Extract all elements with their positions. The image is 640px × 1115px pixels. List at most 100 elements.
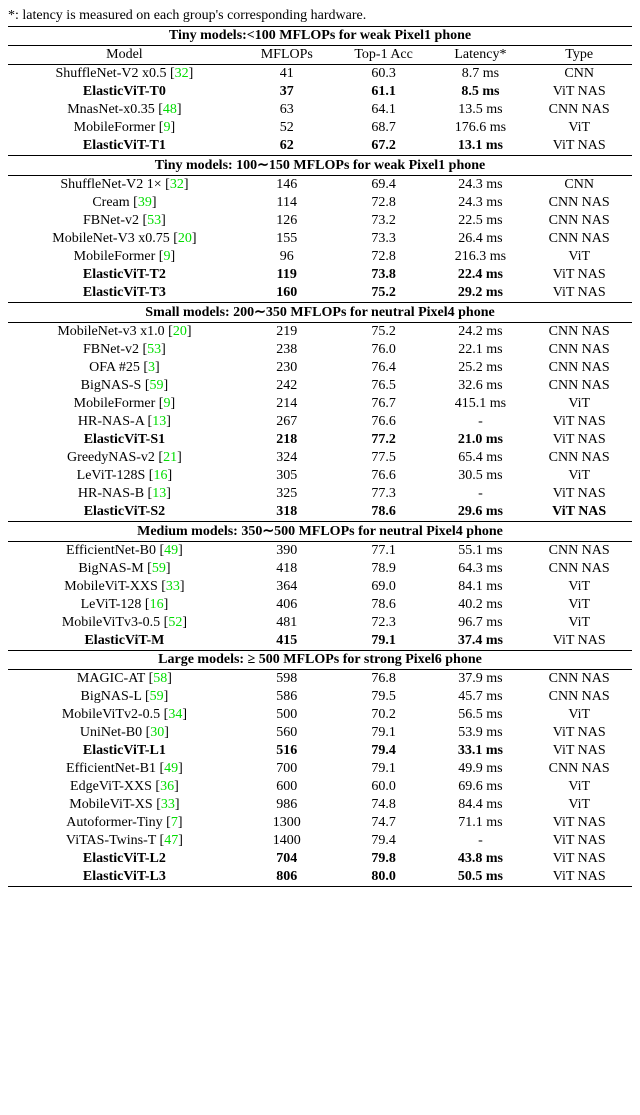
citation-link[interactable]: 33 (161, 797, 175, 812)
top1-acc: 67.2 (333, 137, 435, 156)
citation-link[interactable]: 32 (175, 66, 189, 81)
table-row: MobileViT-XXS [33]36469.084.1 msViT (8, 578, 632, 596)
mflops: 324 (241, 449, 333, 467)
model-name: FBNet-v2 [53] (8, 341, 241, 359)
table-row: ShuffleNet-V2 1× [32]14669.424.3 msCNN (8, 176, 632, 195)
citation-link[interactable]: 3 (148, 360, 155, 375)
mflops: 62 (241, 137, 333, 156)
table-row: BigNAS-S [59]24276.532.6 msCNN NAS (8, 377, 632, 395)
citation-link[interactable]: 59 (150, 689, 164, 704)
mflops: 415 (241, 632, 333, 651)
latency: - (434, 832, 526, 850)
citation-link[interactable]: 59 (150, 378, 164, 393)
citation-link[interactable]: 53 (147, 342, 161, 357)
citation-link[interactable]: 7 (171, 815, 178, 830)
column-header: Type (526, 46, 632, 65)
latency: 45.7 ms (434, 688, 526, 706)
model-name: Autoformer-Tiny [7] (8, 814, 241, 832)
type: ViT NAS (526, 832, 632, 850)
citation-link[interactable]: 9 (163, 249, 170, 264)
mflops: 500 (241, 706, 333, 724)
citation-link[interactable]: 52 (168, 615, 182, 630)
model-name: LeViT-128S [16] (8, 467, 241, 485)
type: ViT (526, 578, 632, 596)
citation-link[interactable]: 30 (150, 725, 164, 740)
top1-acc: 69.0 (333, 578, 435, 596)
model-name: ShuffleNet-V2 1× [32] (8, 176, 241, 195)
mflops: 238 (241, 341, 333, 359)
citation-link[interactable]: 58 (153, 671, 167, 686)
model-name: MobileFormer [9] (8, 395, 241, 413)
model-name: MAGIC-AT [58] (8, 670, 241, 689)
citation-link[interactable]: 32 (170, 177, 184, 192)
latency: 22.1 ms (434, 341, 526, 359)
type: ViT NAS (526, 632, 632, 651)
top1-acc: 76.5 (333, 377, 435, 395)
citation-link[interactable]: 59 (152, 561, 166, 576)
table-row: Autoformer-Tiny [7]130074.771.1 msViT NA… (8, 814, 632, 832)
model-name: ShuffleNet-V2 x0.5 [32] (8, 65, 241, 84)
model-name: OFA #25 [3] (8, 359, 241, 377)
table-row: ElasticViT-L380680.050.5 msViT NAS (8, 868, 632, 887)
latency: 96.7 ms (434, 614, 526, 632)
type: CNN NAS (526, 542, 632, 561)
table-row: MobileFormer [9]5268.7176.6 msViT (8, 119, 632, 137)
citation-link[interactable]: 13 (152, 486, 166, 501)
table-row: ElasticViT-T211973.822.4 msViT NAS (8, 266, 632, 284)
citation-link[interactable]: 34 (168, 707, 182, 722)
top1-acc: 76.6 (333, 413, 435, 431)
latency: 22.5 ms (434, 212, 526, 230)
mflops: 481 (241, 614, 333, 632)
citation-link[interactable]: 16 (153, 468, 167, 483)
column-header: Top-1 Acc (333, 46, 435, 65)
model-name: ElasticViT-L3 (8, 868, 241, 887)
citation-link[interactable]: 20 (178, 231, 192, 246)
citation-link[interactable]: 48 (163, 102, 177, 117)
model-name: ElasticViT-M (8, 632, 241, 651)
citation-link[interactable]: 20 (173, 324, 187, 339)
latency: 8.5 ms (434, 83, 526, 101)
latency: 415.1 ms (434, 395, 526, 413)
citation-link[interactable]: 39 (138, 195, 152, 210)
mflops: 146 (241, 176, 333, 195)
latency: - (434, 413, 526, 431)
top1-acc: 76.7 (333, 395, 435, 413)
citation-link[interactable]: 53 (147, 213, 161, 228)
type: ViT NAS (526, 83, 632, 101)
citation-link[interactable]: 13 (152, 414, 166, 429)
latency: 49.9 ms (434, 760, 526, 778)
citation-link[interactable]: 49 (164, 543, 178, 558)
table-row: MobileViTv2-0.5 [34]50070.256.5 msViT (8, 706, 632, 724)
citation-link[interactable]: 16 (150, 597, 164, 612)
mflops: 806 (241, 868, 333, 887)
latency: 176.6 ms (434, 119, 526, 137)
top1-acc: 77.1 (333, 542, 435, 561)
top1-acc: 78.9 (333, 560, 435, 578)
citation-link[interactable]: 33 (166, 579, 180, 594)
model-name: MobileNet-V3 x0.75 [20] (8, 230, 241, 248)
model-name: ElasticViT-T3 (8, 284, 241, 303)
top1-acc: 75.2 (333, 323, 435, 342)
top1-acc: 76.6 (333, 467, 435, 485)
section-title: Tiny models: 100∼150 MFLOPs for weak Pix… (8, 156, 632, 176)
citation-link[interactable]: 9 (163, 120, 170, 135)
citation-link[interactable]: 36 (160, 779, 174, 794)
citation-link[interactable]: 9 (163, 396, 170, 411)
mflops: 37 (241, 83, 333, 101)
latency: 29.6 ms (434, 503, 526, 522)
mflops: 218 (241, 431, 333, 449)
type: CNN NAS (526, 377, 632, 395)
latency: 24.3 ms (434, 176, 526, 195)
model-name: Cream [39] (8, 194, 241, 212)
top1-acc: 74.7 (333, 814, 435, 832)
footnote-text: *: latency is measured on each group's c… (8, 8, 632, 24)
top1-acc: 72.3 (333, 614, 435, 632)
citation-link[interactable]: 49 (164, 761, 178, 776)
top1-acc: 79.8 (333, 850, 435, 868)
column-header: MFLOPs (241, 46, 333, 65)
citation-link[interactable]: 47 (164, 833, 178, 848)
type: CNN NAS (526, 688, 632, 706)
mflops: 96 (241, 248, 333, 266)
citation-link[interactable]: 21 (163, 450, 177, 465)
type: ViT NAS (526, 137, 632, 156)
